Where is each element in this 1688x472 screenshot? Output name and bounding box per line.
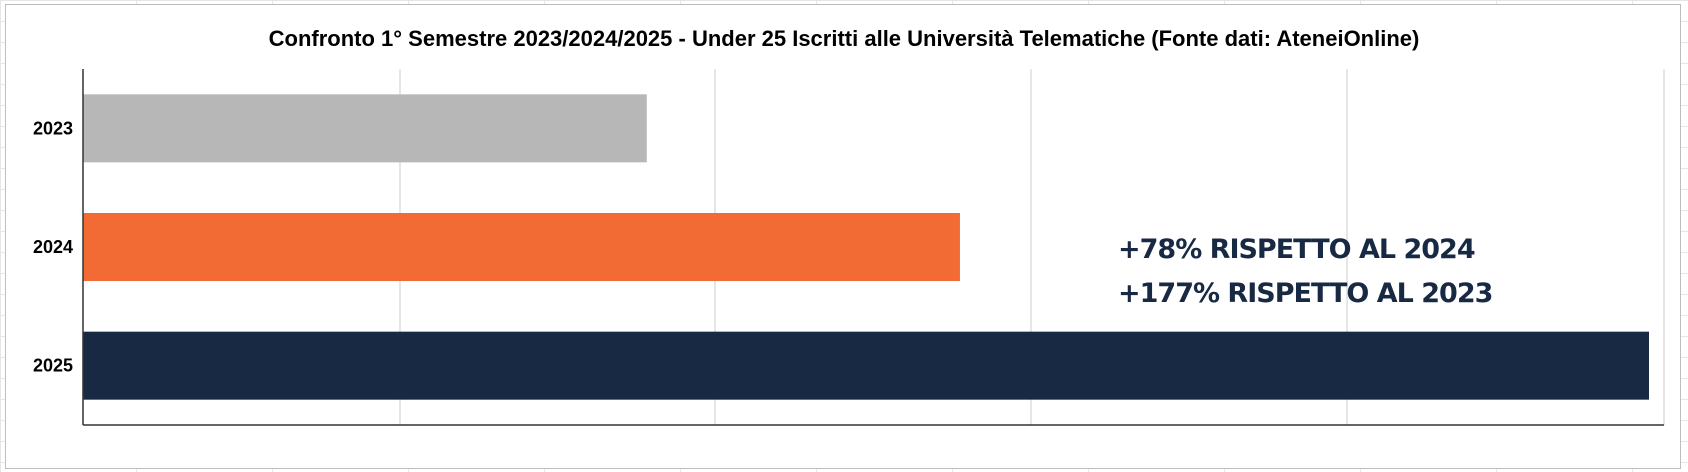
annotation-vs-2024: +78% RISPETTO AL 2024	[1118, 234, 1476, 265]
axes	[82, 69, 1664, 426]
bars	[83, 94, 1649, 400]
annotation-vs-2023: +177% RISPETTO AL 2023	[1118, 278, 1493, 309]
bar-2024	[83, 213, 960, 281]
tick-labels: 2023 2024 2025	[33, 118, 73, 375]
chart-title: Confronto 1° Semestre 2023/2024/2025 - U…	[268, 26, 1420, 51]
tick-label-2025: 2025	[33, 356, 73, 376]
bar-2023	[83, 94, 647, 163]
bar-2025	[83, 331, 1649, 400]
tick-label-2024: 2024	[33, 237, 73, 257]
tick-label-2023: 2023	[33, 118, 73, 138]
